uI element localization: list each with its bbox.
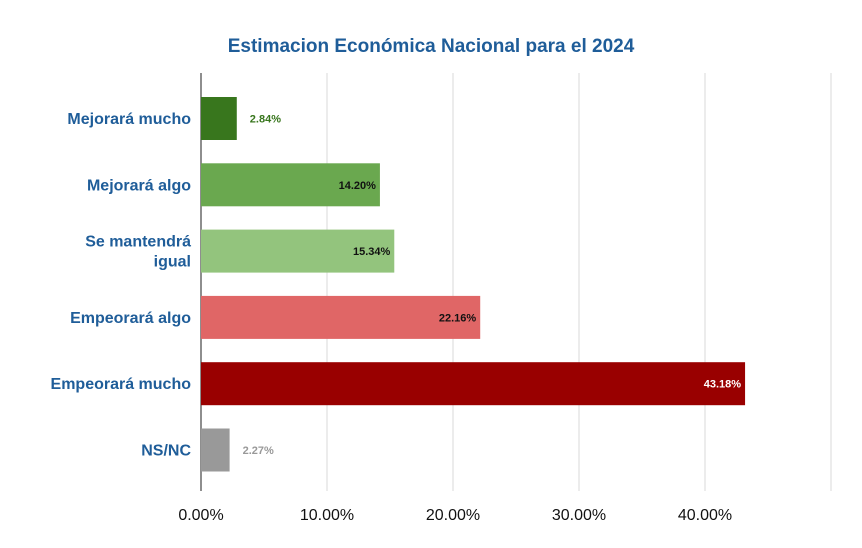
bar [201, 97, 237, 140]
category-label: Mejorará mucho [67, 111, 191, 128]
x-tick-label: 30.00% [552, 507, 606, 524]
gridlines [200, 73, 832, 491]
data-label: 2.84% [250, 114, 281, 126]
chart-title: Estimacion Económica Nacional para el 20… [228, 36, 635, 57]
x-axis-tick-labels: 0.00% 10.00% 20.00% 30.00% 40.00% [178, 507, 732, 524]
category-label: Empeorará algo [70, 310, 191, 327]
x-tick-label: 20.00% [426, 507, 480, 524]
data-label: 22.16% [439, 312, 477, 324]
bar [201, 163, 380, 207]
category-label: NS/NC [141, 443, 191, 460]
data-label: 2.27% [243, 445, 274, 457]
category-label-line: NS/NC [141, 443, 191, 460]
x-tick-label: 40.00% [678, 507, 732, 524]
data-label: 43.18% [704, 379, 742, 391]
category-label-line: Se mantendrá [85, 234, 191, 251]
x-tick-label: 10.00% [300, 507, 354, 524]
category-label: Se mantendrá igual [85, 234, 191, 271]
category-label: Mejorará algo [87, 177, 191, 194]
category-label-line: Mejorará mucho [67, 111, 191, 128]
x-tick-label: 0.00% [178, 507, 223, 524]
bar [201, 362, 746, 406]
bars [201, 97, 746, 472]
category-labels: Mejorará mucho Mejorará algo Se mantendrá i… [51, 111, 192, 460]
category-label-line: igual [154, 254, 191, 271]
data-label: 15.34% [353, 246, 391, 258]
data-label: 14.20% [339, 180, 377, 192]
category-label: Empeorará mucho [51, 376, 192, 393]
category-label-line: Empeorará mucho [51, 376, 192, 393]
category-label-line: Empeorará algo [70, 310, 191, 327]
data-labels: 2.84% 14.20% 15.34% 22.16% 43.18% 2.27% [243, 114, 742, 458]
bar [201, 229, 395, 273]
category-label-line: Mejorará algo [87, 177, 191, 194]
bar [201, 295, 481, 339]
bar [201, 428, 230, 472]
